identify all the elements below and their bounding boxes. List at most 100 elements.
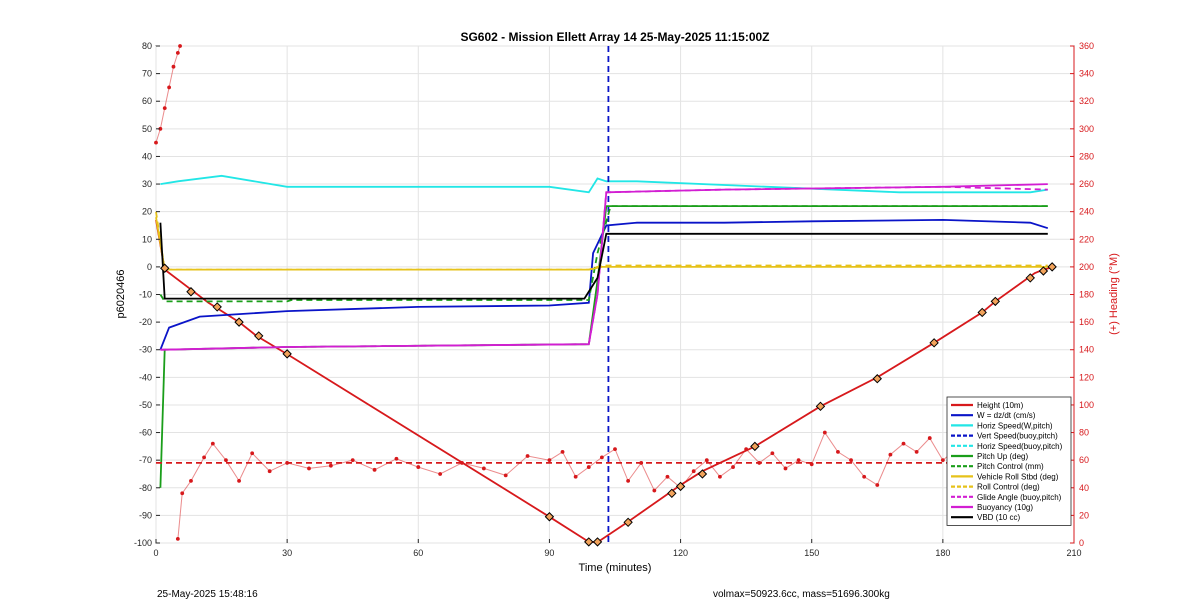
axes-layer: 0 30 60 90 120 150 180 210-100-90-80-70-60-50-4… bbox=[134, 41, 1094, 558]
y2-tick-label: 360 bbox=[1079, 41, 1094, 51]
series-vbd-10-cc bbox=[159, 222, 1048, 300]
x-tick-label: 90 bbox=[544, 548, 554, 558]
series-roll-control-deg bbox=[155, 211, 1048, 271]
height-marker bbox=[872, 374, 882, 384]
y2-tick-label: 260 bbox=[1079, 179, 1094, 189]
series-w-dz-dt-cm-s bbox=[159, 218, 1049, 351]
legend-label: W = dz/dt (cm/s) bbox=[977, 411, 1036, 420]
y2-tick-label: 300 bbox=[1079, 124, 1094, 134]
x-tick-label: 180 bbox=[935, 548, 950, 558]
series-horiz-speed-w-pitch bbox=[160, 174, 1048, 194]
y2-tick-label: 60 bbox=[1079, 455, 1089, 465]
series-pitch-control-mm bbox=[159, 205, 1048, 303]
legend-label: Glide Angle (buoy,pitch) bbox=[977, 493, 1062, 502]
marker-layer bbox=[160, 262, 1057, 547]
y-tick-label: -30 bbox=[139, 345, 152, 355]
y-tick-label: -10 bbox=[139, 290, 152, 300]
legend-label: Horiz Speed(W,pitch) bbox=[977, 421, 1053, 430]
height-marker bbox=[990, 296, 1001, 307]
y2-tick-label: 320 bbox=[1079, 96, 1094, 106]
y2-tick-label: 180 bbox=[1079, 290, 1094, 300]
y-tick-label: 0 bbox=[147, 262, 152, 272]
y-tick-label: -50 bbox=[139, 400, 152, 410]
legend-label: Height (10m) bbox=[977, 401, 1024, 410]
y-tick-label: 80 bbox=[142, 41, 152, 51]
height-marker bbox=[623, 517, 633, 527]
height-marker bbox=[584, 537, 594, 547]
y-tick-label: 20 bbox=[142, 207, 152, 217]
height-marker bbox=[254, 331, 264, 341]
height-marker bbox=[186, 287, 196, 297]
x-tick-label: 60 bbox=[413, 548, 423, 558]
series-heading-rising-deg-m bbox=[154, 44, 182, 145]
heading-point bbox=[178, 44, 182, 48]
y2-tick-label: 340 bbox=[1079, 69, 1094, 79]
height-marker bbox=[977, 307, 987, 318]
y-tick-label: -40 bbox=[139, 372, 152, 382]
height-marker bbox=[212, 302, 222, 312]
y2-tick-label: 120 bbox=[1079, 372, 1094, 382]
y-tick-label: -60 bbox=[139, 428, 152, 438]
y2-axis-label: (+) Heading (°M) bbox=[1108, 253, 1120, 335]
timestamp-footer: 25-May-2025 15:48:16 bbox=[157, 589, 258, 600]
heading-point bbox=[154, 140, 158, 145]
y-tick-label: -80 bbox=[139, 483, 152, 493]
y-tick-label: 60 bbox=[142, 96, 152, 106]
y2-tick-label: 160 bbox=[1079, 317, 1094, 327]
y-tick-label: -100 bbox=[134, 538, 152, 548]
x-tick-label: 150 bbox=[804, 548, 819, 558]
y-tick-label: 30 bbox=[142, 179, 152, 189]
y2-tick-label: 200 bbox=[1079, 262, 1094, 272]
y-tick-label: 50 bbox=[142, 124, 152, 134]
x-tick-label: 0 bbox=[153, 548, 158, 558]
height-marker bbox=[234, 317, 244, 327]
y2-tick-label: 140 bbox=[1079, 345, 1094, 355]
y-tick-label: -20 bbox=[139, 317, 152, 327]
height-marker bbox=[1047, 262, 1057, 272]
height-marker bbox=[815, 401, 826, 412]
height-marker bbox=[1038, 266, 1049, 276]
legend-label: Horiz Speed(buoy,pitch) bbox=[977, 442, 1063, 451]
height-marker bbox=[1025, 273, 1035, 283]
y2-tick-label: 240 bbox=[1079, 207, 1094, 217]
height-marker bbox=[675, 481, 686, 492]
legend-label: VBD (10 cc) bbox=[977, 513, 1020, 522]
y2-tick-label: 40 bbox=[1079, 483, 1089, 493]
series-buoyancy-10g bbox=[160, 183, 1048, 351]
y-tick-label: 40 bbox=[142, 151, 152, 161]
chart-title: SG602 - Mission Ellett Array 14 25-May-2… bbox=[460, 30, 769, 44]
y-tick-label: 10 bbox=[142, 234, 152, 244]
y2-tick-label: 280 bbox=[1079, 151, 1094, 161]
x-tick-label: 210 bbox=[1066, 548, 1081, 558]
y2-tick-label: 20 bbox=[1079, 510, 1089, 520]
height-marker bbox=[282, 349, 292, 359]
legend: Height (10m)W = dz/dt (cm/s)Horiz Speed(… bbox=[946, 396, 1072, 526]
y-tick-label: 70 bbox=[142, 69, 152, 79]
y2-tick-label: 0 bbox=[1079, 538, 1084, 548]
legend-box bbox=[946, 396, 1072, 526]
series-heading-rising-deg-m-trace bbox=[155, 45, 181, 143]
legend-label: Roll Control (deg) bbox=[977, 483, 1040, 492]
x-tick-label: 30 bbox=[282, 548, 292, 558]
x-tick-label: 120 bbox=[673, 548, 688, 558]
y-tick-label: -70 bbox=[139, 455, 152, 465]
y2-tick-label: 80 bbox=[1079, 428, 1089, 438]
y2-tick-label: 220 bbox=[1079, 234, 1094, 244]
series-heading-deg-m-trace bbox=[177, 431, 1049, 539]
height-marker bbox=[544, 512, 555, 522]
y-tick-label: -90 bbox=[139, 510, 152, 520]
y2-tick-label: 100 bbox=[1079, 400, 1094, 410]
height-marker bbox=[929, 338, 939, 348]
mass-info-footer: volmax=50923.6cc, mass=51696.300kg bbox=[713, 589, 890, 600]
legend-label: Vehicle Roll Stbd (deg) bbox=[977, 472, 1059, 481]
x-axis-label: Time (minutes) bbox=[579, 562, 652, 574]
legend-label: Pitch Up (deg) bbox=[977, 452, 1028, 461]
height-marker bbox=[160, 263, 170, 273]
legend-label: Buoyancy (10g) bbox=[977, 503, 1033, 512]
height-marker bbox=[592, 537, 603, 547]
height-marker bbox=[667, 488, 677, 499]
legend-label: Vert Speed(buoy,pitch) bbox=[977, 432, 1058, 441]
legend-label: Pitch Control (mm) bbox=[977, 462, 1044, 471]
